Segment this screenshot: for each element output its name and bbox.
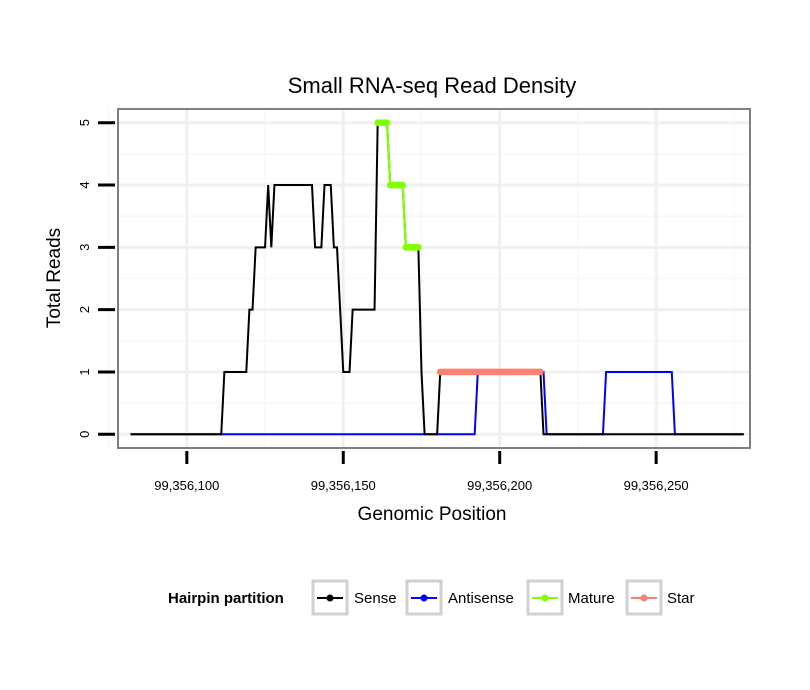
mature-point (399, 181, 407, 189)
x-tick-label: 99,356,100 (154, 478, 219, 493)
y-tick-label: 2 (77, 306, 92, 313)
y-tick-label: 0 (77, 431, 92, 438)
y-axis-label: Total Reads (44, 228, 65, 328)
y-tick-label: 1 (77, 368, 92, 375)
star-point (537, 368, 544, 376)
legend-label: Star (667, 590, 695, 607)
y-tick-label: 4 (77, 181, 92, 188)
y-tick-label: 3 (77, 244, 92, 251)
legend-item-mature: Mature (526, 579, 615, 616)
x-tick-label: 99,356,150 (311, 478, 376, 493)
legend-key-point (640, 594, 648, 602)
legend: Hairpin partition Sense Antisense Mature St… (168, 579, 695, 616)
mature-point (383, 119, 391, 127)
plot-area (107, 108, 751, 449)
x-axis: 99,356,100 99,356,150 99,356,200 99,356,250 (154, 451, 689, 493)
panel-border (117, 108, 751, 449)
x-axis-label: Genomic Position (358, 504, 507, 525)
y-axis: 0 1 2 3 4 5 (77, 119, 115, 438)
y-tick-label: 5 (77, 119, 92, 126)
x-tick-label: 99,356,200 (467, 478, 532, 493)
mature-point (415, 244, 422, 251)
legend-label: Antisense (448, 590, 514, 607)
x-tick-label: 99,356,250 (624, 478, 689, 493)
legend-key-point (420, 594, 428, 602)
legend-key-point (326, 594, 334, 602)
chart-title: Small RNA-seq Read Density (288, 73, 577, 98)
legend-item-antisense: Antisense (405, 579, 514, 616)
series-sense-line (130, 121, 744, 436)
legend-item-star: Star (625, 579, 695, 616)
legend-label: Mature (568, 590, 615, 607)
legend-label: Sense (354, 590, 397, 607)
legend-title: Hairpin partition (168, 590, 284, 607)
legend-key-point (541, 594, 549, 602)
legend-item-sense: Sense (311, 579, 397, 616)
